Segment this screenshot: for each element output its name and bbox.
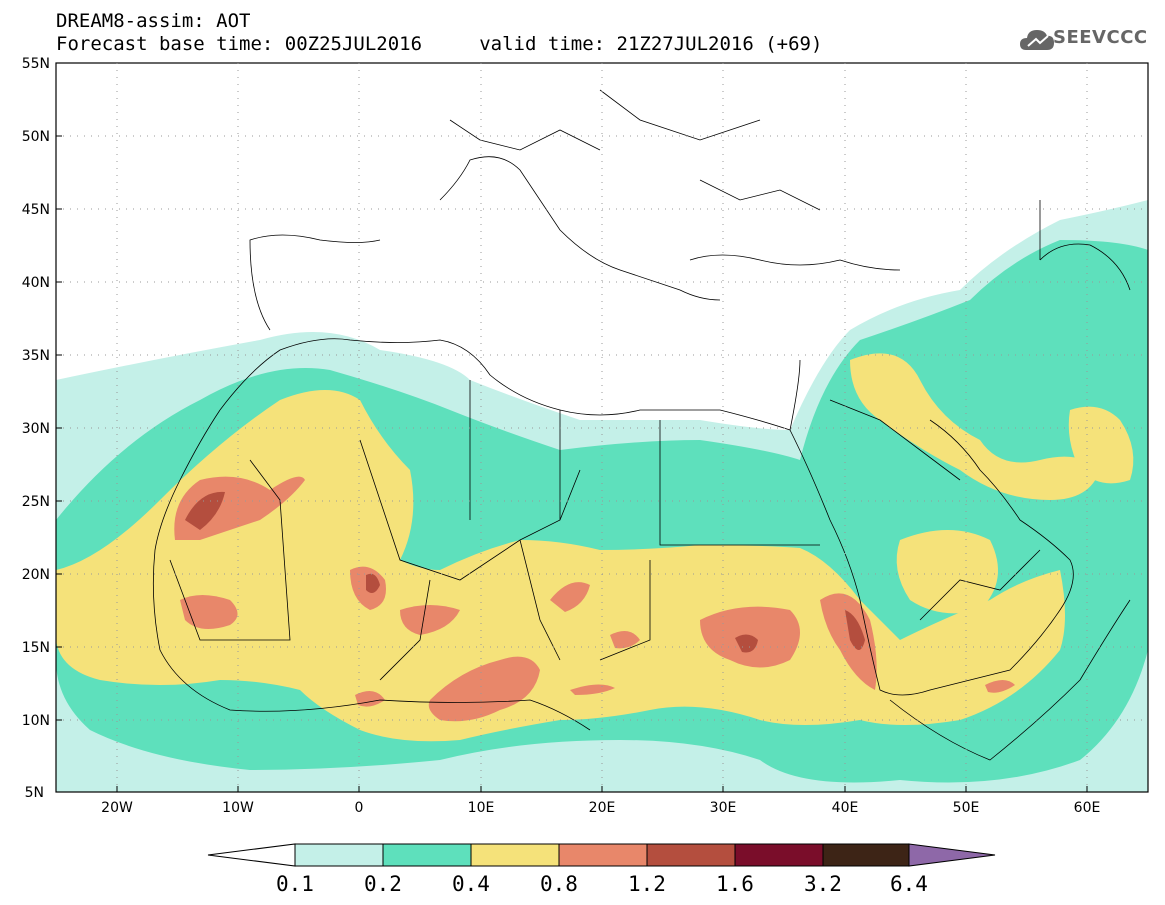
colorbar-label: 0.4 xyxy=(452,872,490,896)
colorbar-label: 1.2 xyxy=(628,872,666,896)
lon-label: 0 xyxy=(355,800,364,816)
lon-label: 20E xyxy=(589,800,616,816)
colorbar-label: 0.1 xyxy=(276,872,314,896)
colorbar xyxy=(207,843,996,867)
title-line-1: DREAM8-assim: AOT xyxy=(56,10,251,32)
colorbar-swatch xyxy=(470,843,560,867)
colorbar-swatch xyxy=(558,843,648,867)
lon-label: 60E xyxy=(1074,800,1101,816)
lat-label: 25N xyxy=(22,494,50,510)
lat-label: 10N xyxy=(22,713,50,729)
colorbar-high-arrow xyxy=(908,843,996,867)
lat-label: 45N xyxy=(22,202,50,218)
title-line-2: Forecast base time: 00Z25JUL2016 valid t… xyxy=(56,33,823,55)
colorbar-label: 0.2 xyxy=(364,872,402,896)
lon-label: 40E xyxy=(832,800,859,816)
aot-field xyxy=(56,200,1148,792)
axis-ticks xyxy=(56,62,1088,793)
colorbar-swatch xyxy=(382,843,472,867)
colorbar-swatch xyxy=(294,843,384,867)
lat-label: 50N xyxy=(22,129,50,145)
colorbar-label: 3.2 xyxy=(804,872,842,896)
colorbar-swatch xyxy=(822,843,910,867)
lon-label: 10E xyxy=(468,800,495,816)
colorbar-swatch xyxy=(734,843,824,867)
colorbar-label: 0.8 xyxy=(540,872,578,896)
colorbar-swatch xyxy=(646,843,736,867)
logo-text: SEEVCCC xyxy=(1053,27,1148,48)
cloud-icon xyxy=(1020,30,1054,50)
lon-label: 30E xyxy=(710,800,737,816)
lat-label: 5N xyxy=(25,785,44,801)
graticule xyxy=(56,63,1148,792)
lon-label: 50E xyxy=(953,800,980,816)
coastlines xyxy=(152,156,1131,761)
lat-label: 40N xyxy=(22,275,50,291)
lat-label: 35N xyxy=(22,348,50,364)
lat-label: 15N xyxy=(22,640,50,656)
colorbar-label: 1.6 xyxy=(716,872,754,896)
lat-label: 55N xyxy=(22,56,50,72)
colorbar-low-arrow xyxy=(207,843,296,867)
colorbar-label: 6.4 xyxy=(890,872,928,896)
lon-label: 20W xyxy=(101,800,133,816)
lat-label: 30N xyxy=(22,421,50,437)
lon-label: 10W xyxy=(222,800,254,816)
lat-label: 20N xyxy=(22,567,50,583)
